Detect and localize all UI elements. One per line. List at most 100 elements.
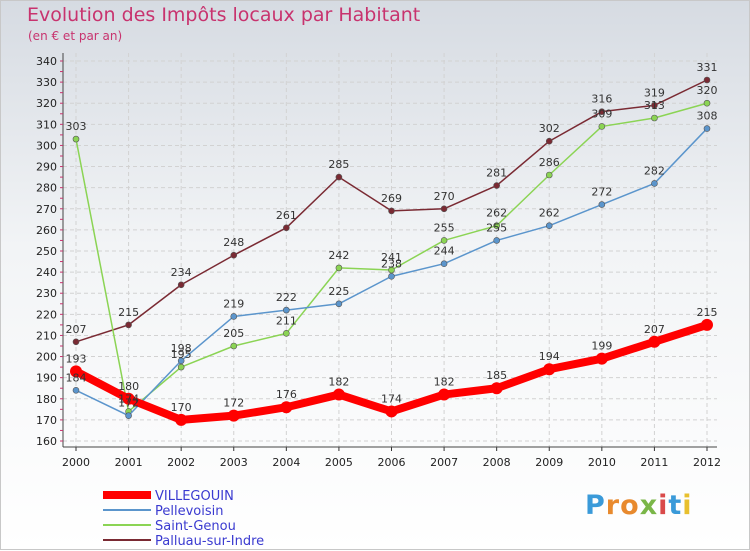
data-label-saint-genou: 262 — [486, 207, 507, 220]
data-point-pellevoisin — [598, 201, 606, 208]
data-label-saint-genou: 174 — [118, 392, 139, 405]
y-tick-label: 240 — [36, 266, 57, 279]
data-point-pellevoisin — [388, 273, 395, 280]
data-point-pellevoisin — [125, 412, 132, 419]
data-point-saint-genou — [335, 264, 343, 272]
data-label-saint-genou: 286 — [539, 156, 560, 169]
data-point-palluau-sur-indre — [230, 251, 238, 259]
data-point-palluau-sur-indre — [651, 102, 658, 109]
y-tick-label: 340 — [36, 55, 57, 68]
data-point-villegouin — [280, 401, 293, 414]
chart-title: Evolution des Impôts locaux par Habitant — [27, 4, 421, 26]
x-tick-label: 2004 — [272, 456, 300, 469]
data-label-saint-genou: 195 — [171, 348, 192, 361]
data-point-saint-genou — [388, 266, 395, 274]
y-tick-label: 300 — [36, 139, 57, 152]
y-tick-label: 200 — [36, 351, 57, 364]
data-label-saint-genou: 242 — [328, 249, 349, 262]
data-point-palluau-sur-indre — [335, 173, 343, 181]
data-label-saint-genou: 309 — [591, 107, 612, 120]
data-point-villegouin — [70, 365, 82, 378]
logo-letter: o — [620, 490, 640, 521]
logo-letter: i — [682, 490, 693, 521]
data-point-palluau-sur-indre — [72, 338, 80, 346]
data-point-pellevoisin — [230, 313, 238, 320]
y-tick-label: 330 — [36, 76, 57, 89]
data-label-palluau-sur-indre: 248 — [223, 236, 244, 249]
data-point-villegouin — [122, 392, 135, 405]
data-point-villegouin — [385, 405, 398, 418]
legend-label-villegouin: VILLEGOUIN — [155, 489, 234, 504]
data-point-palluau-sur-indre — [283, 224, 290, 232]
y-tick-label: 310 — [36, 118, 57, 131]
y-tick-label: 170 — [36, 414, 57, 427]
data-point-saint-genou — [598, 123, 606, 130]
data-point-pellevoisin — [703, 125, 711, 132]
legend-label-saint-genou: Saint-Genou — [155, 519, 236, 534]
logo-letter: x — [639, 490, 659, 521]
data-point-palluau-sur-indre — [493, 182, 500, 189]
data-label-saint-genou: 241 — [381, 251, 402, 264]
data-label-saint-genou: 303 — [66, 120, 87, 133]
logo-letter: i — [658, 490, 669, 521]
data-label-palluau-sur-indre: 319 — [644, 86, 665, 99]
data-label-villegouin: 174 — [381, 392, 402, 405]
data-point-saint-genou — [440, 237, 448, 244]
data-point-saint-genou — [651, 114, 658, 122]
data-point-villegouin — [332, 388, 345, 401]
proxiti-logo: Proxiti — [585, 490, 693, 521]
data-point-villegouin — [227, 409, 240, 422]
y-tick-label: 180 — [36, 393, 57, 406]
data-label-saint-genou: 255 — [434, 221, 455, 234]
x-tick-label: 2007 — [430, 456, 458, 469]
x-tick-label: 2001 — [115, 456, 143, 469]
x-tick-label: 2009 — [535, 456, 563, 469]
data-point-pellevoisin — [440, 260, 448, 267]
data-point-saint-genou — [493, 222, 500, 229]
data-label-pellevoisin: 255 — [486, 221, 507, 234]
data-point-palluau-sur-indre — [703, 76, 711, 84]
data-point-saint-genou — [545, 171, 553, 179]
data-point-saint-genou — [177, 363, 185, 371]
x-tick-label: 2008 — [483, 456, 511, 469]
legend-label-palluau-sur-indre: Palluau-sur-Indre — [155, 534, 264, 549]
x-tick-label: 2010 — [588, 456, 616, 469]
data-label-palluau-sur-indre: 331 — [697, 61, 718, 74]
data-label-villegouin: 193 — [66, 352, 87, 365]
data-label-saint-genou: 320 — [697, 84, 718, 97]
data-label-saint-genou: 313 — [644, 99, 665, 112]
data-label-palluau-sur-indre: 285 — [328, 158, 349, 171]
data-point-pellevoisin — [545, 222, 553, 229]
data-point-palluau-sur-indre — [440, 205, 448, 213]
data-point-palluau-sur-indre — [125, 321, 132, 329]
x-tick-label: 2003 — [220, 456, 248, 469]
data-point-villegouin — [490, 382, 503, 395]
data-label-pellevoisin: 225 — [328, 285, 349, 298]
y-tick-label: 250 — [36, 245, 57, 258]
data-point-villegouin — [595, 352, 608, 365]
y-tick-label: 190 — [36, 372, 57, 385]
data-label-villegouin: 176 — [276, 388, 297, 401]
data-label-palluau-sur-indre: 207 — [66, 323, 87, 336]
data-point-pellevoisin — [177, 357, 185, 365]
data-point-pellevoisin — [283, 306, 290, 314]
data-point-pellevoisin — [72, 387, 80, 394]
data-label-pellevoisin: 244 — [434, 245, 455, 258]
y-tick-label: 270 — [36, 203, 57, 216]
y-tick-label: 210 — [36, 329, 57, 342]
data-label-palluau-sur-indre: 302 — [539, 122, 560, 135]
data-label-palluau-sur-indre: 281 — [486, 167, 507, 180]
data-point-saint-genou — [283, 330, 290, 337]
x-tick-label: 2011 — [640, 456, 668, 469]
data-label-villegouin: 172 — [223, 397, 244, 410]
data-label-pellevoisin: 238 — [381, 257, 402, 270]
data-point-palluau-sur-indre — [177, 281, 185, 289]
data-label-palluau-sur-indre: 215 — [118, 306, 139, 319]
data-point-palluau-sur-indre — [545, 137, 553, 145]
data-point-pellevoisin — [651, 180, 658, 187]
logo-letter: t — [668, 490, 683, 521]
data-label-villegouin: 170 — [171, 401, 192, 414]
data-label-palluau-sur-indre: 234 — [171, 266, 192, 279]
